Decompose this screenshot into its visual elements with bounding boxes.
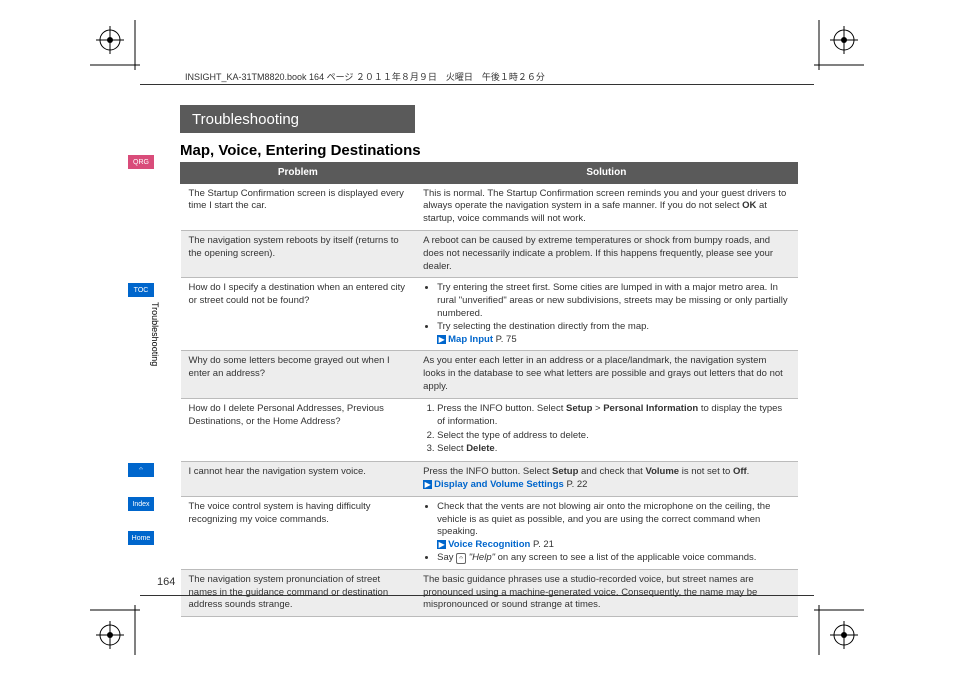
- tab-qrg[interactable]: QRG: [128, 155, 154, 169]
- crop-mark-tl: [90, 20, 140, 70]
- footer-rule: [140, 595, 814, 596]
- crop-mark-tr: [814, 20, 864, 70]
- problem-cell: How do I delete Personal Addresses, Prev…: [181, 398, 416, 461]
- crop-mark-bl: [90, 605, 140, 655]
- solution-cell: Press the INFO button. Select Setup > Pe…: [415, 398, 797, 461]
- solution-cell: The basic guidance phrases use a studio-…: [415, 569, 797, 616]
- vertical-section-label: Troubleshooting: [150, 302, 160, 366]
- tab-voice-recognition[interactable]: 𝄐: [128, 463, 154, 477]
- col-header-problem: Problem: [181, 163, 416, 184]
- solution-cell: A reboot can be caused by extreme temper…: [415, 230, 797, 277]
- header-rule: [140, 84, 814, 85]
- tab-toc[interactable]: TOC: [128, 283, 154, 297]
- table-row: The navigation system pronunciation of s…: [181, 569, 798, 616]
- table-row: The Startup Confirmation screen is displ…: [181, 183, 798, 230]
- table-row: How do I delete Personal Addresses, Prev…: [181, 398, 798, 461]
- crop-mark-br: [814, 605, 864, 655]
- problem-cell: Why do some letters become grayed out wh…: [181, 351, 416, 398]
- solution-cell: Press the INFO button. Select Setup and …: [415, 462, 797, 497]
- tab-index[interactable]: Index: [128, 497, 154, 511]
- problem-cell: The navigation system reboots by itself …: [181, 230, 416, 277]
- problem-cell: How do I specify a destination when an e…: [181, 278, 416, 351]
- solution-cell: Check that the vents are not blowing air…: [415, 496, 797, 569]
- troubleshooting-table: Problem Solution The Startup Confirmatio…: [180, 162, 798, 617]
- header-stamp: INSIGHT_KA-31TM8820.book 164 ページ ２０１１年８月…: [185, 70, 545, 83]
- table-row: The navigation system reboots by itself …: [181, 230, 798, 277]
- solution-cell: Try entering the street first. Some citi…: [415, 278, 797, 351]
- section-heading: Map, Voice, Entering Destinations: [180, 142, 421, 159]
- col-header-solution: Solution: [415, 163, 797, 184]
- chapter-title-bar: Troubleshooting: [180, 105, 415, 133]
- problem-cell: I cannot hear the navigation system voic…: [181, 462, 416, 497]
- problem-cell: The Startup Confirmation screen is displ…: [181, 183, 416, 230]
- problem-cell: The voice control system is having diffi…: [181, 496, 416, 569]
- table-row: How do I specify a destination when an e…: [181, 278, 798, 351]
- solution-cell: This is normal. The Startup Confirmation…: [415, 183, 797, 230]
- table-row: I cannot hear the navigation system voic…: [181, 462, 798, 497]
- table-row: The voice control system is having diffi…: [181, 496, 798, 569]
- problem-cell: The navigation system pronunciation of s…: [181, 569, 416, 616]
- chapter-title: Troubleshooting: [192, 111, 299, 128]
- page-number: 164: [157, 576, 175, 588]
- solution-cell: As you enter each letter in an address o…: [415, 351, 797, 398]
- table-row: Why do some letters become grayed out wh…: [181, 351, 798, 398]
- tab-home[interactable]: Home: [128, 531, 154, 545]
- voice-icon: 𝄐: [139, 466, 143, 474]
